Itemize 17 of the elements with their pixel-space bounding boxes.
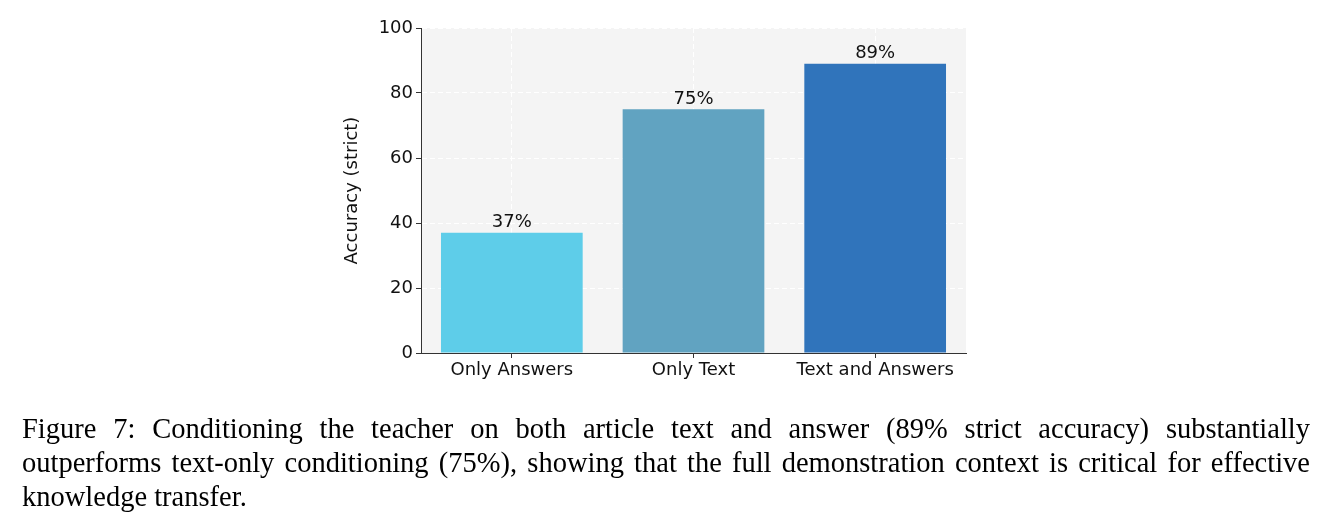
bar	[440, 232, 583, 353]
y-tick-label: 0	[401, 340, 413, 362]
x-tick-label: Only Text	[651, 358, 736, 380]
caption: Figure 7: Conditioning the teacher on both article text and answer (89% strict accuracy) substantially outperforms text-only conditioning (75%), showing that the full demonstration context is critical for effective knowledge transfer.	[22, 412, 1310, 514]
y-tick-label: 100	[378, 15, 413, 37]
data-label: 37%	[491, 210, 532, 232]
y-tick-label: 80	[390, 80, 413, 102]
data-label: 89%	[855, 41, 896, 63]
data-label: 75%	[673, 86, 714, 108]
y-axis-title: Accuracy (strict)	[340, 116, 362, 265]
x-tick-label: Only Answers	[450, 358, 574, 380]
y-tick-label: 40	[390, 210, 413, 232]
bar	[804, 63, 947, 353]
y-tick-label: 20	[390, 275, 413, 297]
bar	[622, 109, 765, 353]
y-tick-label: 60	[390, 145, 413, 167]
x-tick-label: Text and Answers	[795, 358, 954, 380]
